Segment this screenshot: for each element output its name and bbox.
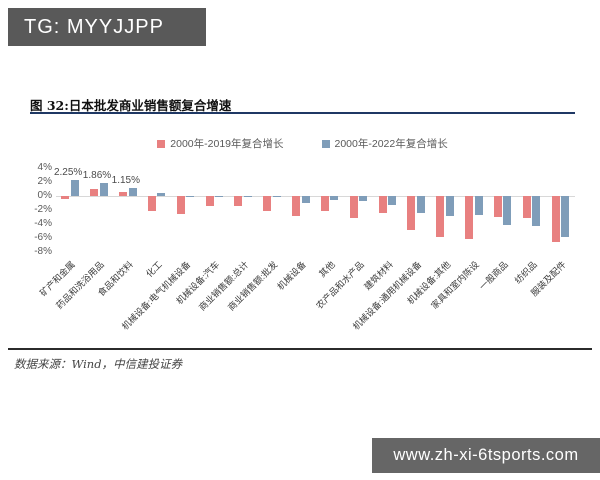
bar-blue — [272, 196, 281, 198]
legend-label-2000-2022: 2000年-2022年复合增长 — [334, 138, 448, 150]
plot-area: 2.25% 1.86% 1.15% — [53, 167, 575, 252]
bar-red — [349, 196, 358, 219]
bar-blue — [561, 196, 570, 238]
bar-blue — [128, 187, 137, 196]
legend-swatch-blue — [321, 139, 330, 148]
site-watermark-text: www.zh-xi-6tsports.com — [393, 446, 579, 464]
bar-red — [292, 196, 301, 217]
bar-red — [234, 196, 243, 206]
bar-red — [90, 189, 99, 196]
bar-red — [465, 196, 474, 240]
y-tick-label: -8% — [34, 246, 52, 257]
x-axis-category-label: 化工 — [144, 259, 164, 280]
y-tick-label: -2% — [34, 204, 52, 215]
bar-red — [205, 196, 214, 206]
bar-red — [551, 196, 560, 243]
telegram-watermark-text: TG: MYYJJPP — [24, 16, 164, 38]
bar-red — [320, 196, 329, 211]
bar-red — [176, 196, 185, 214]
bar-blue — [243, 196, 252, 198]
bar-red — [61, 196, 70, 199]
bar-blue — [70, 180, 79, 196]
legend-label-2000-2019: 2000年-2019年复合增长 — [170, 138, 284, 150]
bar-blue — [99, 182, 108, 196]
bar-blue — [330, 196, 339, 201]
bar-red — [119, 191, 128, 196]
legend-item-2000-2022: 2000年-2022年复合增长 — [321, 136, 448, 151]
telegram-watermark-badge: TG: MYYJJPP — [8, 8, 206, 46]
bar-chart: 2.25% 1.86% 1.15% 矿产和金属 药品和洗浴用品 食品和饮料 化工 机械设备:… — [30, 158, 575, 348]
data-source-note: 数据来源：Wind，中信建投证券 — [14, 357, 183, 371]
bar-value-label: 1.15% — [111, 174, 140, 186]
title-underline — [30, 112, 575, 114]
y-tick-label: 2% — [37, 176, 52, 187]
figure-title: 图 32:日本批发商业销售额复合增速 — [30, 98, 232, 113]
x-axis-labels: 矿产和金属 药品和洗浴用品 食品和饮料 化工 机械设备:电气机械设备 机械设备:汽车 商业销… — [38, 253, 575, 345]
bar-red — [147, 196, 156, 211]
bar-blue — [503, 196, 512, 226]
bar-blue — [157, 192, 166, 196]
y-tick-label: 0% — [37, 190, 52, 201]
x-axis-category-label: 其他 — [317, 259, 337, 280]
bar-blue — [215, 196, 224, 197]
legend-item-2000-2019: 2000年-2019年复合增长 — [157, 136, 284, 151]
bar-blue — [388, 196, 397, 206]
bar-value-label: 1.86% — [82, 169, 112, 181]
zero-gridline — [56, 196, 575, 197]
site-watermark: www.zh-xi-6tsports.com — [372, 438, 600, 473]
bar-red — [436, 196, 445, 237]
bar-red — [493, 196, 502, 217]
y-tick-label: -4% — [34, 218, 52, 229]
bar-blue — [301, 196, 310, 203]
x-axis-category-label: 一般商品 — [477, 259, 510, 292]
bar-blue — [359, 196, 368, 201]
bar-red — [378, 196, 387, 213]
bar-red — [522, 196, 531, 218]
x-axis-category-label: 机械设备 — [275, 259, 308, 292]
y-tick-label: 4% — [37, 162, 52, 173]
bar-blue — [186, 196, 195, 198]
legend-swatch-red — [157, 139, 166, 148]
bar-value-label: 2.25% — [53, 167, 83, 179]
bar-blue — [532, 196, 541, 227]
source-divider — [8, 348, 592, 350]
bar-blue — [416, 196, 425, 213]
bar-blue — [445, 196, 454, 216]
y-tick-label: -6% — [34, 232, 52, 243]
bar-red-hatched — [263, 196, 272, 211]
bar-red — [407, 196, 416, 230]
chart-legend: 2000年-2019年复合增长 2000年-2022年复合增长 — [30, 136, 575, 151]
bar-blue — [474, 196, 483, 215]
